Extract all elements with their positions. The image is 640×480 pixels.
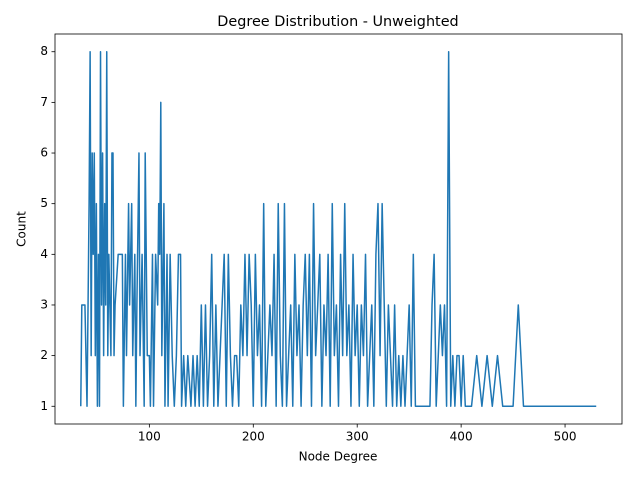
data-line — [80, 50, 597, 408]
y-tick-label: 2 — [40, 348, 48, 362]
y-tick-label: 3 — [40, 297, 48, 311]
y-tick-label: 6 — [40, 146, 48, 160]
y-tick-label: 4 — [40, 247, 48, 261]
x-tick-label: 400 — [450, 430, 473, 444]
y-tick-label: 5 — [40, 196, 48, 210]
y-tick-label: 7 — [40, 95, 48, 109]
x-tick-label: 500 — [554, 430, 577, 444]
x-tick-label: 300 — [346, 430, 369, 444]
y-axis-label: Count — [15, 211, 29, 247]
axes-frame — [54, 33, 623, 425]
y-tick-label: 1 — [40, 399, 48, 413]
x-tick-label: 200 — [242, 430, 265, 444]
x-tick-label: 100 — [138, 430, 161, 444]
chart-title: Degree Distribution - Unweighted — [217, 14, 458, 30]
y-tick-label: 8 — [40, 44, 48, 58]
x-axis-label: Node Degree — [299, 450, 378, 464]
